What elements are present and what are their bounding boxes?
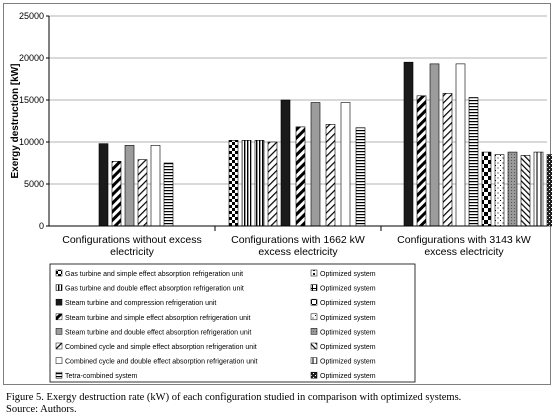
legend-label: Gas turbine and double effect absorption…	[65, 286, 244, 293]
legend-label: Optimized system	[320, 271, 376, 278]
bar	[546, 154, 552, 227]
legend-swatch	[310, 328, 318, 335]
bar	[150, 145, 161, 227]
legend-swatch	[55, 298, 63, 306]
legend-swatch	[310, 298, 318, 306]
bar	[111, 161, 122, 227]
legend-swatch	[310, 357, 318, 364]
legend-label: Optimized system	[320, 315, 376, 322]
legend-swatch	[310, 342, 318, 350]
bar	[98, 143, 109, 227]
legend-swatch	[55, 357, 63, 364]
category-label: excess electricity	[424, 246, 504, 258]
legend-swatch	[55, 371, 63, 379]
bar	[254, 140, 265, 227]
bar	[481, 151, 492, 227]
bar	[280, 99, 291, 227]
bar	[355, 127, 366, 227]
legend-label: Steam turbine and simple effect absorpti…	[65, 315, 251, 322]
legend-swatch	[55, 342, 63, 350]
category-label: excess electricity	[258, 246, 338, 258]
bar	[340, 102, 351, 227]
y-tick-label: 5000	[24, 179, 44, 189]
bar	[325, 124, 336, 227]
legend-label: Tetra-combined system	[65, 373, 138, 380]
bar	[228, 140, 239, 227]
bar	[124, 145, 135, 227]
category-label: Configurations without excess	[62, 234, 202, 246]
bar	[241, 140, 252, 227]
bar	[442, 92, 453, 227]
bar	[520, 155, 531, 227]
chart-frame: 0 5000 10000 15000 20000 25000 Exergy destruct…	[3, 3, 552, 385]
bar	[403, 61, 414, 227]
bar-chart: 0 5000 10000 15000 20000 25000 Exergy destruct…	[10, 11, 552, 383]
legend-label: Steam turbine and compression refrigerat…	[65, 300, 216, 307]
y-tick-label: 20000	[19, 53, 44, 63]
category-label: Configurations with 1662 kW	[231, 234, 365, 246]
bar	[507, 151, 518, 227]
legend-label: Optimized system	[320, 300, 376, 307]
y-tick-label: 10000	[19, 137, 44, 147]
legend-label: Optimized system	[320, 344, 376, 351]
legend-swatch	[55, 284, 63, 291]
bar	[429, 63, 440, 227]
legend-label: Combined cycle and double effect absorpt…	[65, 359, 258, 366]
legend-label: Optimized system	[320, 286, 376, 293]
legend-label: Optimized system	[320, 329, 376, 336]
legend-swatch	[310, 313, 318, 321]
legend-label: Combined cycle and simple effect absorpt…	[65, 344, 257, 351]
legend-label: Optimized system	[320, 359, 376, 366]
bar	[533, 151, 544, 227]
legend-swatch	[55, 313, 63, 321]
bar	[295, 126, 306, 227]
legend-swatch	[55, 269, 63, 277]
legend-swatch	[310, 371, 318, 379]
y-axis-label: Exergy destruction [kW]	[10, 63, 21, 178]
bar	[137, 159, 148, 227]
legend-label: Gas turbine and simple effect absorption…	[65, 271, 243, 278]
y-tick-label: 0	[39, 221, 44, 231]
bar	[163, 162, 174, 227]
figure-source: Source: Authors.	[6, 404, 77, 415]
legend-swatch	[55, 328, 63, 335]
bar	[494, 154, 505, 227]
y-tick-label: 25000	[19, 11, 44, 21]
bar	[455, 63, 466, 227]
category-label: electricity	[110, 246, 155, 258]
bar	[310, 102, 321, 227]
figure-caption: Figure 5. Exergy destruction rate (kW) o…	[6, 392, 462, 403]
legend-box	[49, 263, 416, 383]
category-label: Configurations with 3143 kW	[397, 234, 531, 246]
legend-swatch	[310, 269, 318, 277]
y-tick-label: 15000	[19, 95, 44, 105]
bar	[267, 141, 278, 227]
legend-label: Steam turbine and double effect absorpti…	[65, 329, 251, 336]
bar	[468, 97, 479, 227]
legend-label: Optimized system	[320, 373, 376, 380]
legend-swatch	[310, 284, 318, 291]
bar	[416, 95, 427, 227]
